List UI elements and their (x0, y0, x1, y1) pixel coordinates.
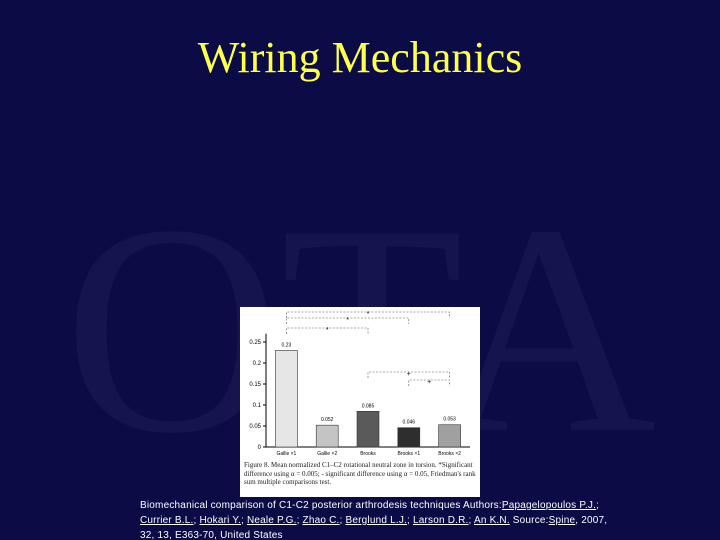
value-label: 0.085 (362, 403, 375, 409)
citation-link[interactable]: Larson D.R. (412, 515, 469, 526)
citation-link[interactable]: An K.N. (473, 515, 510, 526)
citation-text: Biomechanical comparison of C1-C2 poster… (140, 500, 502, 511)
x-tick-label: Gallie ×1 (276, 451, 296, 457)
citation-text: ; (240, 515, 247, 526)
bar (438, 424, 461, 448)
significance-bracket (408, 379, 450, 386)
citation-text: ; (596, 500, 600, 511)
significance-bracket (286, 327, 369, 334)
citation-text: ; (407, 515, 413, 526)
bar (315, 424, 339, 448)
citation-link[interactable]: Zhao C. (302, 515, 340, 526)
bar (356, 410, 380, 448)
value-label: 0.052 (321, 417, 334, 423)
citation-link[interactable]: Hokari Y. (199, 515, 241, 526)
y-tick-label: 0.2 (253, 361, 262, 367)
citation-link[interactable]: Neale P.G. (246, 515, 297, 526)
citation-text: ; (339, 515, 346, 526)
x-tick-label: Brooks ×1 (397, 451, 420, 457)
significance-label: * (367, 311, 370, 318)
significance-label: * (346, 317, 349, 324)
citation-text: ; (468, 515, 474, 526)
citation-link[interactable]: Papagelopoulos P.J. (501, 500, 597, 511)
bar (397, 427, 421, 448)
y-tick-label: 0.15 (249, 382, 261, 388)
y-tick-label: 0.1 (253, 403, 262, 409)
significance-label: + (407, 371, 411, 378)
citation-link[interactable]: Currier B.L. (140, 515, 194, 526)
significance-bracket (286, 317, 410, 324)
significance-bracket (286, 311, 450, 318)
value-label: 0.053 (443, 417, 456, 423)
citation-link[interactable]: Berglund L.J. (345, 515, 408, 526)
x-tick-label: Gallie ×2 (317, 451, 337, 457)
citation-text: Source: (509, 515, 549, 526)
citation-text: ; (296, 515, 303, 526)
value-label: 0.046 (403, 420, 416, 426)
significance-label: + (427, 379, 431, 386)
significance-label: * (326, 327, 329, 334)
x-tick-label: Brooks (360, 451, 376, 457)
y-tick-label: 0.25 (249, 340, 261, 346)
y-tick-label: 0 (258, 445, 262, 451)
citation-text: , 2007, 32, 13, E363-70, United States (140, 515, 608, 540)
citation: Biomechanical comparison of C1-C2 poster… (140, 498, 610, 540)
significance-bracket (367, 371, 450, 378)
citation-text: ; (193, 515, 200, 526)
x-tick-label: Brooks ×2 (438, 451, 461, 457)
citation-link[interactable]: Spine (548, 515, 576, 526)
figure-caption: Figure 8. Mean normalized C1–C2 rotation… (244, 461, 476, 486)
y-tick-label: 0.05 (249, 424, 261, 430)
value-label: 0.23 (282, 342, 292, 348)
slide-title: Wiring Mechanics (198, 33, 522, 82)
bar (275, 350, 298, 448)
